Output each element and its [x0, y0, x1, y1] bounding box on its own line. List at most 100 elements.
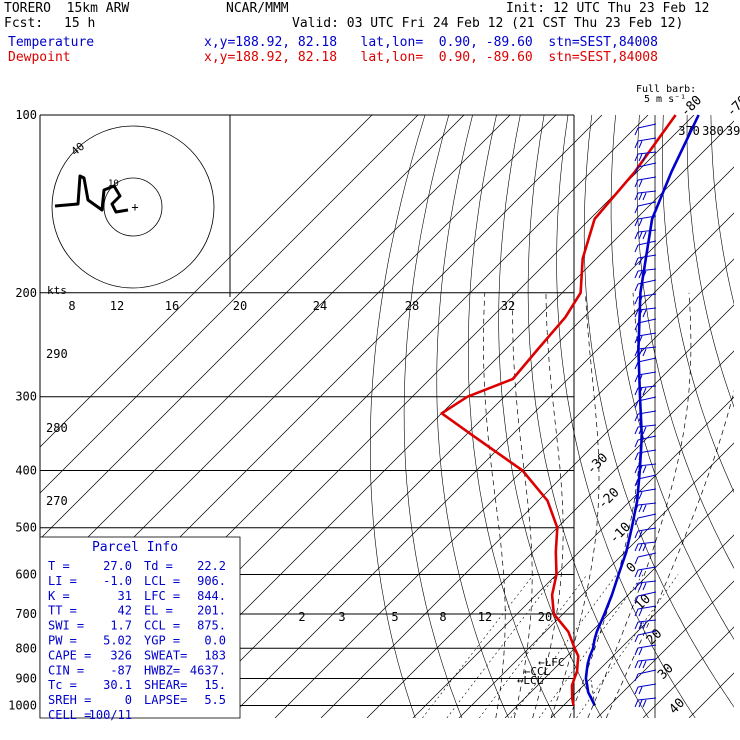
isotherm-line [504, 488, 734, 718]
wind-barb [638, 504, 643, 513]
isotherm-line [228, 212, 734, 718]
wind-barb [637, 449, 657, 454]
wind-barb [638, 621, 643, 630]
parcel-info-cell: 906. [197, 574, 226, 588]
wind-barb [634, 426, 639, 435]
mixing-ratio-label: 20 [538, 610, 552, 624]
theta-axis-label: 20 [233, 299, 247, 313]
ccl-label: ←CCL [524, 665, 551, 678]
isotherm-line [596, 580, 734, 718]
wind-barb [634, 322, 639, 331]
wind-barb [642, 348, 647, 357]
hodograph-ring-outer [51, 125, 215, 289]
parcel-info-cell: SREH = [48, 693, 91, 707]
dry-adiabat-line [436, 115, 509, 718]
theta-label: 390 [726, 124, 740, 138]
parcel-info-cell: LI = [48, 574, 77, 588]
wind-barb [638, 270, 643, 279]
pressure-tick-label: 600 [15, 567, 37, 581]
mixing-ratio-label: 2 [298, 610, 305, 624]
dry-adiabat-line [556, 115, 696, 718]
init-time: Init: 12 UTC Thu 23 Feb 12 [506, 1, 710, 16]
wind-barb [637, 385, 657, 389]
wind-barb [642, 504, 647, 513]
mixing-ratio-line [510, 574, 617, 718]
wind-barb [634, 439, 639, 448]
wind-barb [637, 279, 657, 285]
wind-barb [634, 348, 639, 357]
wind-barbs [634, 123, 657, 708]
isotherm-line [40, 115, 373, 448]
hodograph-trace [54, 174, 129, 214]
wind-barb [638, 608, 643, 617]
wind-barb [634, 530, 639, 539]
wind-barb [637, 580, 657, 584]
model-title: TORERO 15km ARW [4, 1, 130, 16]
mixing-ratio-line [538, 574, 644, 718]
wind-barb [634, 400, 639, 409]
wind-barb [638, 218, 643, 227]
wind-barb [634, 192, 639, 201]
isotherm-line [274, 258, 734, 718]
parcel-info-cell: 27.0 [103, 559, 132, 573]
theta-side-label: 290 [46, 347, 68, 361]
dry-adiabat-line [583, 115, 734, 708]
wind-barb [637, 240, 657, 246]
wind-barb [637, 254, 657, 259]
wind-barb [637, 658, 657, 662]
isotherm-line [40, 115, 465, 540]
parcel-info-cell: 1.7 [110, 619, 132, 633]
wind-barb [638, 231, 643, 240]
wind-barb [637, 697, 657, 701]
wind-barb [634, 582, 639, 591]
parcel-info-cell: CCL = [144, 619, 180, 633]
wind-barb [634, 166, 639, 175]
wind-barb [634, 257, 639, 266]
parcel-info-cell: 30.1 [103, 678, 132, 692]
dry-adiabat-line [370, 115, 426, 718]
wind-barb [634, 556, 639, 565]
wind-barb [637, 435, 657, 441]
wind-barb [642, 231, 647, 240]
wind-barb [637, 396, 657, 402]
wind-barb [637, 527, 657, 532]
wind-barb [634, 335, 639, 344]
isotherm-line [40, 115, 419, 494]
mixing-ratio-label: 3 [338, 610, 345, 624]
wind-barb [634, 491, 639, 500]
theta-axis-label: 16 [165, 299, 179, 313]
wind-barb [637, 541, 657, 545]
wind-barb [642, 465, 647, 474]
pressure-tick-label: 500 [15, 521, 37, 535]
mixing-ratio-line [479, 574, 588, 718]
wind-barb [637, 176, 657, 181]
parcel-info-cell: SWEAT= [144, 648, 187, 662]
wind-barb [642, 270, 647, 279]
theta-label: 380 [702, 124, 724, 138]
parcel-info-cell: 844. [197, 589, 226, 603]
forecast-hour: 15 h [64, 16, 96, 31]
lcl-label: ←LCL [517, 674, 544, 687]
wind-barb [634, 634, 639, 643]
hodograph-unit: kts [47, 284, 67, 297]
theta-side-label: 280 [46, 421, 68, 435]
theta-axis-label: 8 [68, 299, 75, 313]
dry-adiabat-line [686, 115, 734, 408]
isotherm-line [550, 534, 734, 718]
wind-barb [637, 474, 657, 480]
wind-barb [634, 452, 639, 461]
pressure-tick-label: 900 [15, 671, 37, 685]
wind-barb [638, 686, 643, 695]
wind-barb [637, 410, 657, 415]
wind-barb [637, 190, 657, 194]
parcel-info-cell: 201. [197, 604, 226, 618]
wind-barb [637, 488, 657, 493]
wind-barb [634, 569, 639, 578]
wind-barb [637, 162, 657, 168]
dewpoint-line [440, 114, 677, 706]
wind-barb [637, 424, 657, 428]
parcel-info-cell: 875. [197, 619, 226, 633]
parcel-info-box: Parcel Info T = 27.0 Td = 22.2 LI = -1.0 LCL = 9… [39, 536, 241, 722]
hodograph-center: + [131, 200, 138, 214]
